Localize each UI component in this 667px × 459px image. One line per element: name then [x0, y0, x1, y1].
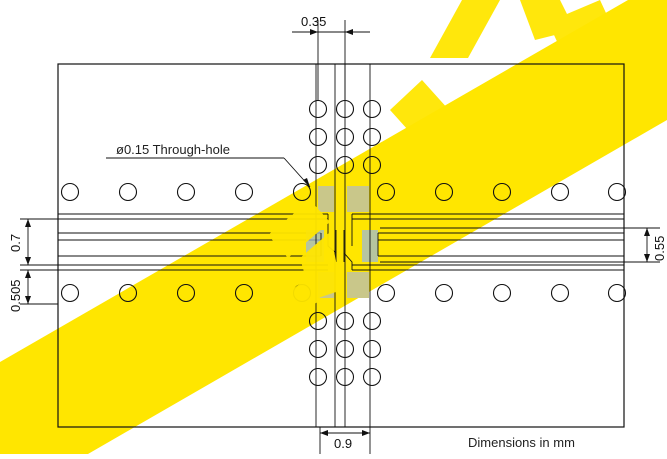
dim-left: 0.7 0.505: [8, 218, 58, 312]
dim-left-lower-label: 0.505: [8, 279, 23, 312]
via-callout-label: ø0.15 Through-hole: [116, 142, 230, 157]
dim-right-label: 0.55: [652, 236, 667, 261]
dim-top-pitch-label: 0.35: [301, 14, 326, 29]
dim-bottom-pitch-label: 0.9: [334, 436, 352, 451]
trace-band-right: [352, 213, 624, 271]
dim-top-pitch: 0.35: [292, 14, 370, 100]
dim-right: 0.55: [380, 227, 667, 263]
board-outline: [57, 63, 625, 428]
via-grid: [60, 99, 627, 387]
units-note: Dimensions in mm: [468, 435, 575, 450]
watermark-glyphs: [268, 0, 612, 318]
dim-bottom-pitch: 0.9: [319, 427, 371, 454]
via-callout: ø0.15 Through-hole: [106, 142, 311, 188]
dim-left-upper-label: 0.7: [8, 234, 23, 252]
